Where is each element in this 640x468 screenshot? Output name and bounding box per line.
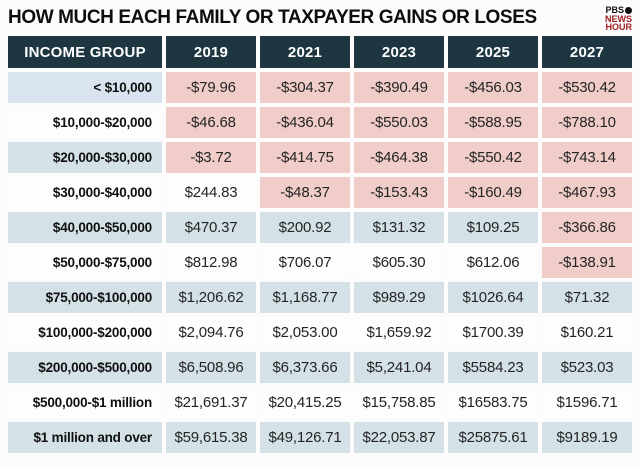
pbs-label: PBS [605, 5, 624, 15]
value-cell: $1700.39 [448, 317, 538, 348]
value-cell: -$464.38 [354, 142, 444, 173]
header-row: HOW MUCH EACH FAMILY OR TAXPAYER GAINS O… [8, 4, 632, 34]
value-cell: $22,053.87 [354, 422, 444, 453]
value-cell: -$588.95 [448, 107, 538, 138]
year-header-cell: 2023 [354, 36, 444, 68]
value-cell: $1596.71 [542, 387, 632, 418]
value-cell: $612.06 [448, 247, 538, 278]
value-cell: $1,659.92 [354, 317, 444, 348]
year-header-cell: 2025 [448, 36, 538, 68]
value-cell: -$3.72 [166, 142, 256, 173]
pbs-logo-line: PBS [605, 6, 632, 15]
value-cell: $812.98 [166, 247, 256, 278]
income-group-cell: $10,000-$20,000 [8, 107, 162, 138]
value-cell: -$79.96 [166, 72, 256, 103]
value-cell: $706.07 [260, 247, 350, 278]
income-group-cell: $100,000-$200,000 [8, 317, 162, 348]
value-cell: $59,615.38 [166, 422, 256, 453]
value-cell: -$550.42 [448, 142, 538, 173]
income-group-header-cell: INCOME GROUP [8, 36, 162, 68]
income-group-cell: $50,000-$75,000 [8, 247, 162, 278]
pbs-circle-icon [625, 6, 632, 14]
value-cell: -$138.91 [542, 247, 632, 278]
value-cell: $109.25 [448, 212, 538, 243]
value-cell: -$304.37 [260, 72, 350, 103]
value-cell: $244.83 [166, 177, 256, 208]
gains-losses-table: INCOME GROUP 2019 2021 2023 2025 2027 < $10,00… [8, 36, 632, 453]
value-cell: -$390.49 [354, 72, 444, 103]
value-cell: $523.03 [542, 352, 632, 383]
value-cell: $15,758.85 [354, 387, 444, 418]
value-cell: $160.21 [542, 317, 632, 348]
value-cell: -$160.49 [448, 177, 538, 208]
value-cell: -$436.04 [260, 107, 350, 138]
value-cell: -$48.37 [260, 177, 350, 208]
news-label: NEWS [605, 13, 632, 24]
value-cell: $21,691.37 [166, 387, 256, 418]
value-cell: $6,373.66 [260, 352, 350, 383]
value-cell: -$550.03 [354, 107, 444, 138]
year-header-cell: 2019 [166, 36, 256, 68]
hour-label: HOUR [605, 22, 633, 32]
income-group-cell: $20,000-$30,000 [8, 142, 162, 173]
value-cell: $9189.19 [542, 422, 632, 453]
value-cell: $20,415.25 [260, 387, 350, 418]
income-group-cell: < $10,000 [8, 72, 162, 103]
pbs-newshour-logo: PBS NEWS HOUR [605, 4, 632, 32]
income-group-cell: $500,000-$1 million [8, 387, 162, 418]
income-group-cell: $1 million and over [8, 422, 162, 453]
page-title: HOW MUCH EACH FAMILY OR TAXPAYER GAINS O… [8, 7, 537, 28]
value-cell: $25875.61 [448, 422, 538, 453]
value-cell: -$530.42 [542, 72, 632, 103]
value-cell: $2,053.00 [260, 317, 350, 348]
value-cell: -$467.93 [542, 177, 632, 208]
value-cell: -$366.86 [542, 212, 632, 243]
value-cell: -$743.14 [542, 142, 632, 173]
value-cell: $5,241.04 [354, 352, 444, 383]
value-cell: -$153.43 [354, 177, 444, 208]
value-cell: $5584.23 [448, 352, 538, 383]
year-header-cell: 2021 [260, 36, 350, 68]
value-cell: $470.37 [166, 212, 256, 243]
value-cell: $71.32 [542, 282, 632, 313]
income-group-cell: $30,000-$40,000 [8, 177, 162, 208]
value-cell: $1,168.77 [260, 282, 350, 313]
value-cell: $16583.75 [448, 387, 538, 418]
value-cell: $6,508.96 [166, 352, 256, 383]
value-cell: $1026.64 [448, 282, 538, 313]
income-group-cell: $75,000-$100,000 [8, 282, 162, 313]
value-cell: -$456.03 [448, 72, 538, 103]
value-cell: -$788.10 [542, 107, 632, 138]
infographic-page: HOW MUCH EACH FAMILY OR TAXPAYER GAINS O… [8, 4, 632, 453]
value-cell: $605.30 [354, 247, 444, 278]
year-header-cell: 2027 [542, 36, 632, 68]
value-cell: $49,126.71 [260, 422, 350, 453]
value-cell: -$46.68 [166, 107, 256, 138]
value-cell: $200.92 [260, 212, 350, 243]
value-cell: -$414.75 [260, 142, 350, 173]
value-cell: $989.29 [354, 282, 444, 313]
value-cell: $131.32 [354, 212, 444, 243]
value-cell: $1,206.62 [166, 282, 256, 313]
value-cell: $2,094.76 [166, 317, 256, 348]
income-group-cell: $40,000-$50,000 [8, 212, 162, 243]
income-group-cell: $200,000-$500,000 [8, 352, 162, 383]
